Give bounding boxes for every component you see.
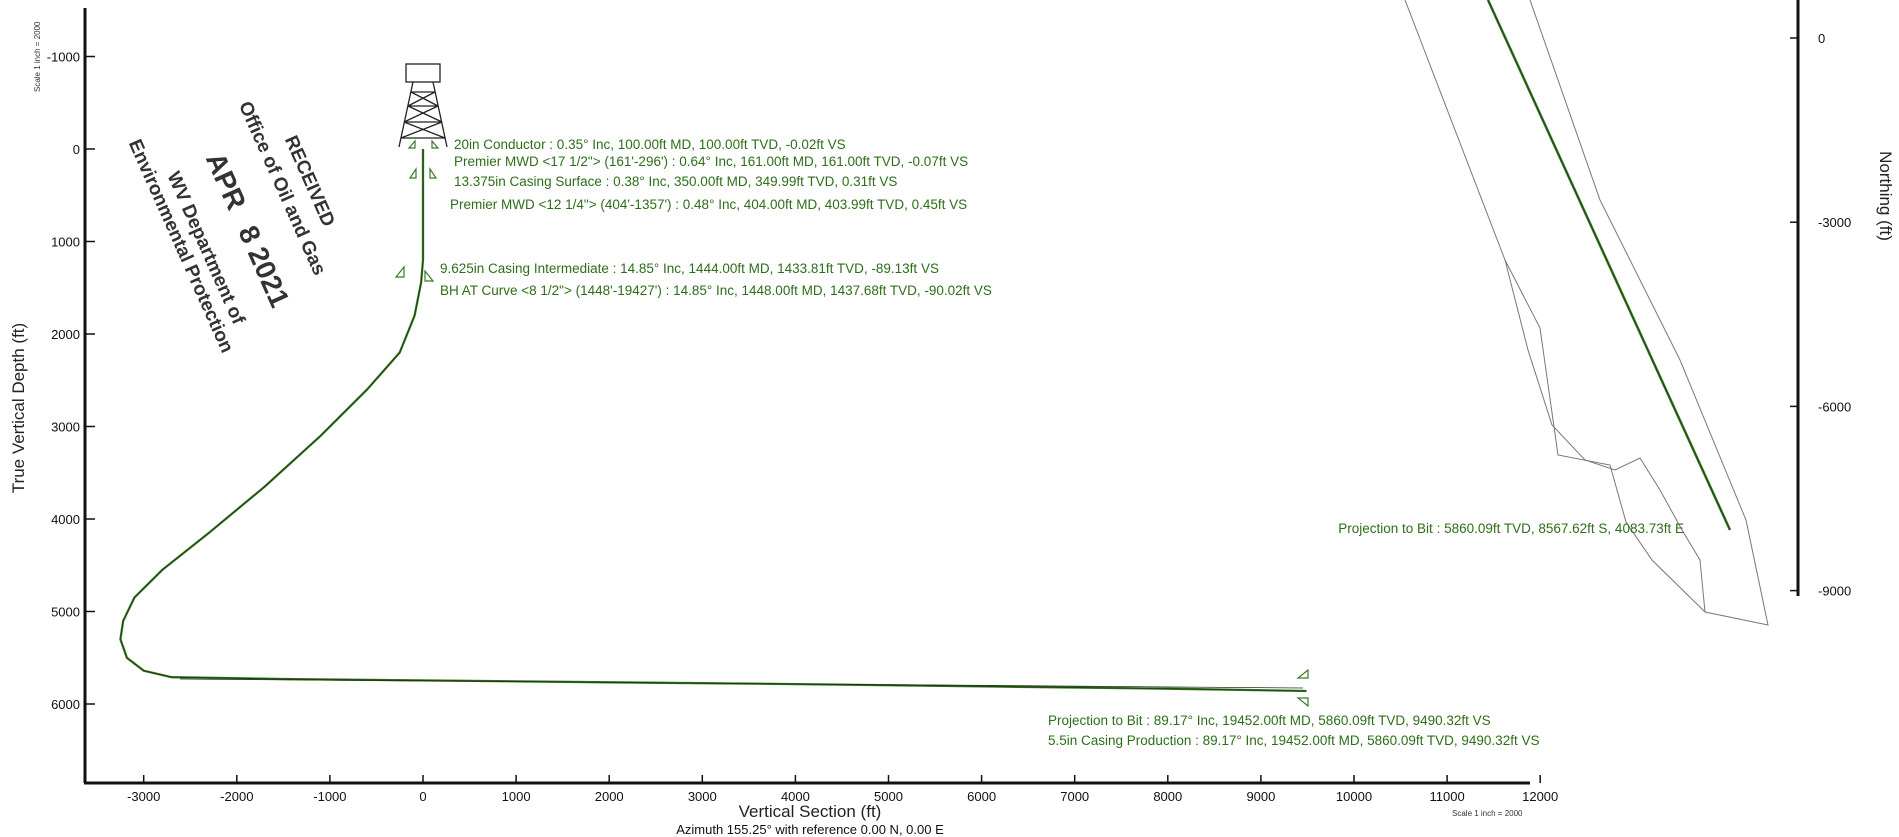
svg-text:8 2021: 8 2021 <box>232 221 295 312</box>
y-ticks: -1000 0 1000 2000 3000 4000 5000 6000 <box>47 50 95 712</box>
x-tick-label: 11000 <box>1430 789 1465 804</box>
annotation-plan-projection-to-bit: Projection to Bit : 5860.09ft TVD, 8567.… <box>1338 521 1684 536</box>
y-tick-label: 4000 <box>51 512 80 527</box>
x-tick-label: 3000 <box>688 789 717 804</box>
wellbore-bottom-line <box>179 678 1304 689</box>
y-tick-label: 0 <box>73 142 80 157</box>
lateral-path-core <box>1487 0 1731 531</box>
x-tick-label: -3000 <box>127 789 160 804</box>
x-tick-label: 2000 <box>595 789 624 804</box>
plan-tick-label: -3000 <box>1818 215 1851 230</box>
section-axes: -3000 -2000 -1000 0 1000 2000 3000 4000 5000 6000… <box>47 8 1558 804</box>
scale-label-x: Scale 1 inch = 2000 <box>1452 809 1523 818</box>
x-tick-label: 5000 <box>874 789 903 804</box>
y-tick-label: 2000 <box>51 327 80 342</box>
y-axis-title: True Vertical Depth (ft) <box>9 323 28 493</box>
annotation-mwd-1: Premier MWD <17 1/2"> (161'-296') : 0.64… <box>454 154 968 169</box>
received-stamp: RECEIVED Office of Oil and Gas APR 8 202… <box>124 98 339 356</box>
plan-tick-label: -9000 <box>1818 584 1851 599</box>
azimuth-subtitle: Azimuth 155.25° with reference 0.00 N, 0… <box>676 822 944 837</box>
rig-icon <box>398 63 448 148</box>
x-tick-label: 1000 <box>502 789 531 804</box>
annotation-mwd-2: Premier MWD <12 1/4"> (404'-1357') : 0.4… <box>450 197 967 212</box>
annotation-surface-casing: 13.375in Casing Surface : 0.38° Inc, 350… <box>454 174 897 189</box>
plan-tick-label: -6000 <box>1818 399 1851 414</box>
x-tick-label: 7000 <box>1060 789 1089 804</box>
plan-view: 0 -3000 -6000 -9000 Northing (ft) Projectio… <box>1338 0 1895 626</box>
x-tick-label: 4000 <box>781 789 810 804</box>
x-tick-label: 12000 <box>1522 789 1558 804</box>
lease-outline <box>1404 0 1769 626</box>
y-tick-label: 5000 <box>51 605 80 620</box>
x-tick-label: -1000 <box>313 789 346 804</box>
lease-outline-inner <box>1504 259 1706 613</box>
scale-label-y: Scale 1 inch = 2000 <box>33 21 42 92</box>
plan-tick-label: 0 <box>1818 31 1825 46</box>
x-tick-label: 9000 <box>1246 789 1275 804</box>
x-tick-label: 8000 <box>1153 789 1182 804</box>
y-tick-label: 1000 <box>51 235 80 250</box>
x-ticks: -3000 -2000 -1000 0 1000 2000 3000 4000 5000 6000… <box>127 775 1558 804</box>
x-tick-label: 0 <box>419 789 426 804</box>
plan-ticks: 0 -3000 -6000 -9000 <box>1790 31 1851 599</box>
x-tick-label: 6000 <box>967 789 996 804</box>
y-tick-label: 6000 <box>51 697 80 712</box>
x-axis-title: Vertical Section (ft) <box>739 802 882 821</box>
plan-axis-title: Northing (ft) <box>1876 151 1895 241</box>
x-tick-label: -2000 <box>220 789 253 804</box>
annotation-projection-to-bit: Projection to Bit : 89.17° Inc, 19452.00… <box>1048 713 1491 728</box>
x-tick-label: 10000 <box>1336 789 1372 804</box>
svg-text:APR: APR <box>200 148 252 215</box>
casing-markers <box>394 139 1309 708</box>
y-tick-label: -1000 <box>47 50 80 65</box>
y-tick-label: 3000 <box>51 420 80 435</box>
annotation-conductor: 20in Conductor : 0.35° Inc, 100.00ft MD,… <box>454 137 846 152</box>
annotation-bh-curve: BH AT Curve <8 1/2"> (1448'-19427') : 14… <box>440 283 992 298</box>
annotation-production-casing: 5.5in Casing Production : 89.17° Inc, 19… <box>1048 733 1539 748</box>
annotation-intermediate-casing: 9.625in Casing Intermediate : 14.85° Inc… <box>440 261 939 276</box>
